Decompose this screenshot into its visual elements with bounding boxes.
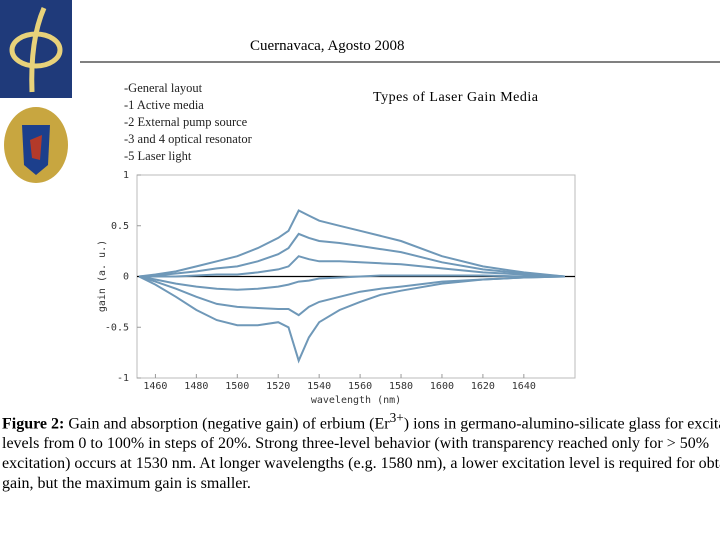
- chart: wavelength (nm) gain (a. u.) -1 -0.5 0 0.5 1…: [97, 170, 576, 406]
- x-tick-label: 1580: [389, 381, 413, 392]
- logo-stroke: [29, 6, 47, 93]
- y-tick-label: -1: [117, 373, 129, 384]
- y-tick-label: 0: [123, 272, 129, 283]
- x-tick-label: 1480: [184, 381, 208, 392]
- y-tick-label: 1: [123, 170, 129, 181]
- caption: Figure 2: Gain and absorption (negative …: [2, 408, 720, 494]
- caption-text: ) ions in germano-alumino-silicate glass…: [2, 415, 720, 493]
- x-tick-label: 1540: [307, 381, 331, 392]
- series-line: [138, 275, 565, 364]
- x-tick-label: 1520: [266, 381, 290, 392]
- series-line: [138, 232, 565, 278]
- menu-item[interactable]: -3 and 4 optical resonator: [124, 132, 252, 146]
- x-axis-label: wavelength (nm): [311, 395, 401, 406]
- x-tick-label: 1620: [471, 381, 495, 392]
- x-tick-label: 1500: [225, 381, 249, 392]
- series-line: [138, 275, 565, 317]
- caption-text: Gain and absorption (negative gain) of e…: [64, 415, 390, 433]
- x-tick-label: 1460: [143, 381, 167, 392]
- series-line: [138, 209, 565, 278]
- x-tick-label: 1600: [430, 381, 454, 392]
- caption-sup: 3+: [389, 410, 404, 425]
- series-line: [139, 255, 565, 278]
- x-tick-label: 1560: [348, 381, 372, 392]
- header-rule: [80, 61, 720, 63]
- header: Cuernavaca, Agosto 2008: [250, 38, 405, 54]
- menu: -General layout -1 Active media -2 Exter…: [124, 80, 252, 165]
- y-tick-label: 0.5: [111, 221, 129, 232]
- slide-title: Types of Laser Gain Media: [373, 90, 539, 105]
- menu-item[interactable]: -2 External pump source: [124, 115, 248, 129]
- caption-label: Figure 2:: [2, 415, 65, 433]
- x-tick-label: 1640: [512, 381, 536, 392]
- menu-item[interactable]: -General layout: [124, 81, 203, 95]
- series-line: [138, 274, 565, 291]
- logos: [0, 0, 72, 183]
- menu-item[interactable]: -1 Active media: [124, 98, 204, 112]
- unam-map: [30, 135, 42, 160]
- y-tick-label: -0.5: [105, 322, 129, 333]
- y-axis-label: gain (a. u.): [97, 240, 108, 312]
- menu-item[interactable]: -5 Laser light: [124, 149, 192, 163]
